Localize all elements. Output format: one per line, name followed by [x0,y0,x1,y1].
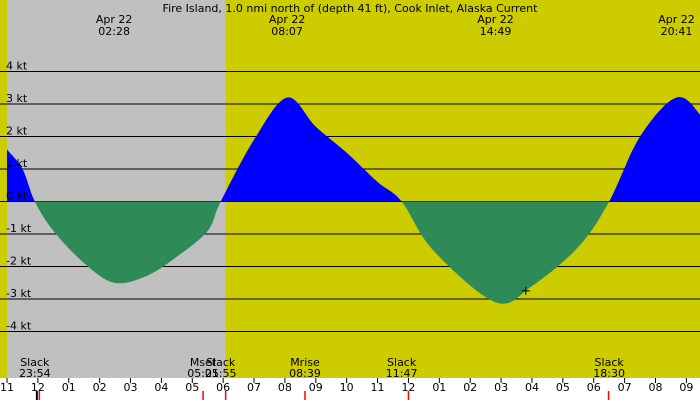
peak-time-label: 20:41 [661,25,693,38]
peak-time-label: 14:49 [480,25,512,38]
hour-tick-label: 01 [432,381,446,394]
hour-tick-label: 03 [494,381,508,394]
y-tick-label: 4 kt [6,60,28,73]
hour-tick-label: 03 [124,381,138,394]
peak-date-label: Apr 22 [269,13,306,26]
event-time-label: 18:30 [593,367,625,380]
hour-tick-label: 08 [648,381,662,394]
event-name-label: Mrise [290,356,320,369]
event-time-label: 05:21 [187,367,219,380]
event-name-label: Slack [387,356,417,369]
day-night-background [0,0,700,378]
y-tick-label: 3 kt [6,92,28,105]
hour-tick-label: 06 [216,381,230,394]
current-areas [7,97,700,304]
event-name-label: Slack [206,356,236,369]
peak-time-label: 02:28 [98,25,130,38]
slack-moon-events: Slack23:54Mset05:21Slack05:55Mrise08:39S… [19,356,625,380]
hour-tick-label: 07 [247,381,261,394]
y-tick-label: 2 kt [6,125,28,138]
ebb-current-area [7,201,700,304]
peak-date-label: Apr 22 [96,13,133,26]
hour-tick-label: 04 [154,381,168,394]
event-time-label: 05:55 [205,367,237,380]
y-tick-label: -4 kt [6,320,32,333]
hour-tick-label: 06 [587,381,601,394]
peak-date-label: Apr 22 [658,13,695,26]
event-time-label: 11:47 [386,367,418,380]
y-tick-label: -3 kt [6,287,32,300]
hour-tick-label: 05 [556,381,570,394]
hour-tick-label: 08 [278,381,292,394]
hour-tick-label: 02 [93,381,107,394]
hour-tick-label: 09 [309,381,323,394]
y-tick-label: -2 kt [6,255,32,268]
hour-tick-label: 07 [618,381,632,394]
event-name-label: Slack [595,356,625,369]
flood-current-area [7,97,700,202]
chart-title: Fire Island, 1.0 nmi north of (depth 41 … [163,2,539,15]
y-tick-label: 0 kt [6,190,28,203]
hour-tick-label: 12 [31,381,45,394]
hour-tick-label: 02 [463,381,477,394]
hour-tick-label: 09 [679,381,693,394]
event-time-label: 08:39 [289,367,321,380]
hour-tick-label: 10 [340,381,354,394]
y-axis-labels: 4 kt 3 kt 2 kt 1 kt 0 kt -1 kt -2 kt -3 kt -4 kt [6,60,32,333]
event-name-label: Mset [190,356,217,369]
event-name-label: Slack [20,356,50,369]
peak-date-label: Apr 22 [477,13,514,26]
hour-tick-label: 04 [525,381,539,394]
night-region [7,0,226,378]
hour-tick-label: 11 [371,381,385,394]
hour-tick-label: 11 [0,381,14,394]
hour-tick-label: 01 [62,381,76,394]
hour-axis: 11 12 01 02 03 04 05 06 07 08 09 10 11 12 01 02 03 04 05 06… [0,378,693,400]
hour-tick-label: 12 [401,381,415,394]
y-tick-label: 1 kt [6,157,28,170]
y-tick-label: -1 kt [6,222,32,235]
event-time-label: 23:54 [19,367,51,380]
hour-tick-label: 05 [185,381,199,394]
peak-time-label: 08:07 [271,25,303,38]
current-time-marker [521,286,530,295]
